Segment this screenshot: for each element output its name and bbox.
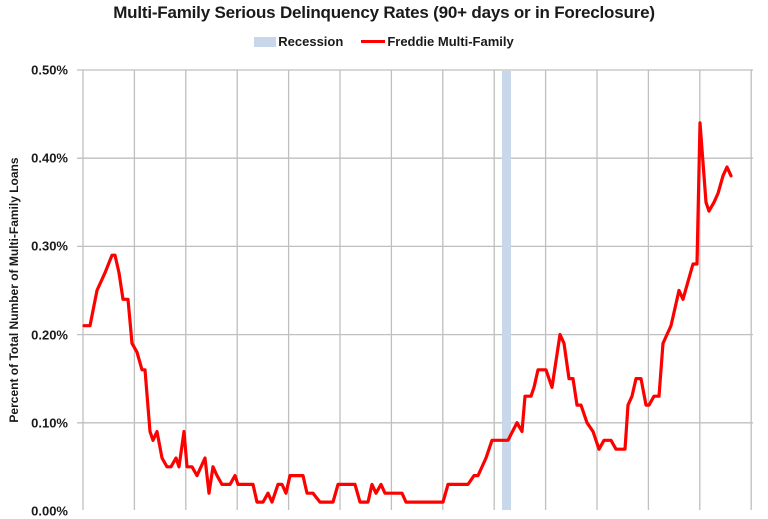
series-line-swatch-icon xyxy=(361,40,386,43)
legend-item-recession: Recession xyxy=(254,34,343,49)
y-tick-label: 0.30% xyxy=(31,238,68,254)
legend: Recession Freddie Multi-Family xyxy=(0,34,768,49)
gridlines xyxy=(77,69,753,510)
legend-label-recession: Recession xyxy=(278,34,344,49)
y-tick-label: 0.10% xyxy=(31,415,68,431)
y-tick-label: 0.00% xyxy=(31,503,68,519)
legend-label-series: Freddie Multi-Family xyxy=(387,34,514,49)
y-tick-label: 0.50% xyxy=(31,62,68,78)
recession-swatch-icon xyxy=(254,36,277,47)
chart-title: Multi-Family Serious Delinquency Rates (… xyxy=(113,3,655,22)
freddie-multi-family-line xyxy=(82,121,733,504)
legend-item-series: Freddie Multi-Family xyxy=(361,34,514,49)
y-tick-label: 0.40% xyxy=(31,150,68,166)
y-axis-label: Percent of Total Number of Multi-Family … xyxy=(7,157,21,423)
y-tick-label: 0.20% xyxy=(31,327,68,343)
recession-band xyxy=(502,71,511,510)
